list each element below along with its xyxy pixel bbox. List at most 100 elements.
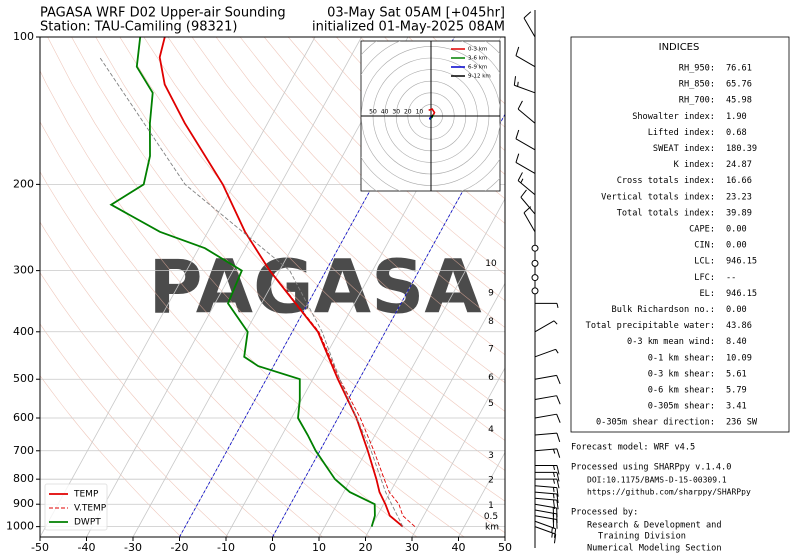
hodo-ring-label: 40 <box>381 109 389 116</box>
index-value: 0.00 <box>726 225 747 235</box>
wind-barb <box>531 287 539 295</box>
footer-line: DOI:10.1175/BAMS-D-15-00309.1 <box>587 476 727 485</box>
dry-adiabat <box>40 221 323 537</box>
footer-line: https://github.com/sharppy/SHARPpy <box>587 488 751 497</box>
dry-adiabat <box>143 37 505 412</box>
index-value: 65.76 <box>726 80 752 90</box>
dry-adiabat <box>40 323 229 537</box>
isotherm <box>458 451 505 537</box>
hodo-legend-label: 9-12 km <box>468 74 491 80</box>
index-key: CIN: <box>694 241 715 251</box>
background: PAGASA <box>40 37 505 537</box>
x-tick-label: -30 <box>124 541 142 554</box>
wind-barb <box>531 244 539 252</box>
wind-barb <box>534 348 559 358</box>
index-value: 0.00 <box>726 241 747 251</box>
footer-line: Processed by: <box>571 508 638 518</box>
index-key: 0-6 km shear: <box>648 386 715 396</box>
wind-barb <box>534 491 559 504</box>
index-key: 0-1 km shear: <box>648 353 715 363</box>
wind-barbs <box>513 11 561 544</box>
wind-barb <box>517 172 536 196</box>
watermark: PAGASA <box>148 245 481 331</box>
hodo-ring-label: 50 <box>369 109 377 116</box>
index-value: 39.89 <box>726 208 752 218</box>
hodo-trace <box>429 116 432 120</box>
index-key: 0-3 km shear: <box>648 369 715 379</box>
wind-barb <box>531 259 539 267</box>
hodo-ring-label: 30 <box>392 109 400 116</box>
index-key: RH_850: <box>679 80 715 90</box>
init-time: initialized 01-May-2025 08AM <box>312 20 505 35</box>
index-value: 946.15 <box>726 257 757 267</box>
index-key: LFC: <box>694 273 715 283</box>
x-tick-label: 40 <box>452 541 466 554</box>
index-value: 43.86 <box>726 321 752 331</box>
valid-time: 03-May Sat 05AM [+045hr] <box>327 6 505 21</box>
wind-barb <box>523 11 536 38</box>
footer-line: Research & Development and <box>587 521 722 531</box>
index-value: 5.79 <box>726 386 747 396</box>
index-key: 0-305m shear direction: <box>596 418 715 428</box>
index-key: Vertical totals index: <box>601 192 715 202</box>
index-key: LCL: <box>694 257 715 267</box>
index-key: EL: <box>699 289 715 299</box>
index-value: 8.40 <box>726 337 747 347</box>
index-value: 0.68 <box>726 128 747 138</box>
index-key: CAPE: <box>689 225 715 235</box>
isotherm <box>365 282 505 537</box>
index-value: 5.61 <box>726 369 747 379</box>
legend-label: V.TEMP <box>74 504 107 514</box>
dry-adiabat <box>40 171 370 537</box>
profile-line <box>269 270 416 527</box>
wind-barb <box>515 153 536 174</box>
wind-barb <box>534 374 561 385</box>
wind-barb <box>535 471 560 482</box>
title: PAGASA WRF D02 Upper-air Sounding <box>40 6 286 21</box>
wind-barb <box>513 76 536 94</box>
index-key: 0-305m shear: <box>648 402 715 412</box>
height-label: 3 <box>488 451 494 461</box>
height-label: 5 <box>488 399 494 409</box>
height-label: 2 <box>488 476 494 486</box>
index-value: 10.09 <box>726 353 752 363</box>
wind-barb <box>515 46 536 68</box>
legend-box <box>44 483 108 531</box>
wind-barb <box>534 503 558 518</box>
dry-adiabat <box>263 37 505 275</box>
x-tick-label: 20 <box>359 541 373 554</box>
index-value: 1.90 <box>726 112 747 122</box>
footer: Forecast model: WRF v4.5 Processed using… <box>571 443 751 554</box>
index-key: RH_950: <box>679 64 715 74</box>
height-label: 10 <box>485 259 497 269</box>
index-value: -- <box>726 273 736 283</box>
x-tick-label: 30 <box>405 541 419 554</box>
profile-line <box>158 37 404 528</box>
dry-adiabat <box>40 272 276 537</box>
index-key: Bulk Richardson no.: <box>612 305 715 315</box>
indices-title: INDICES <box>659 42 700 53</box>
dry-adiabat <box>239 37 505 302</box>
wind-barb <box>523 206 536 233</box>
wind-barb <box>534 448 561 458</box>
isotherm <box>318 197 505 537</box>
y-tick-label: 700 <box>13 444 34 457</box>
wind-barb <box>534 485 559 497</box>
y-tick-label: 1000 <box>6 520 34 533</box>
wind-barb <box>520 189 536 215</box>
x-tick-label: -10 <box>217 541 235 554</box>
hodograph-legend: 0-3 km 3-6 km 6-9 km 9-12 km <box>451 47 491 80</box>
hodo-ring-label: 10 <box>416 109 424 116</box>
profile-line <box>109 37 376 527</box>
index-key: Cross totals index: <box>617 176 715 186</box>
isotherm <box>411 367 505 537</box>
wind-barb <box>534 432 561 443</box>
isotherm <box>40 37 316 537</box>
index-key: Total precipitable water: <box>586 321 715 331</box>
wind-barb <box>535 464 560 475</box>
legend-label: DWPT <box>74 518 101 528</box>
